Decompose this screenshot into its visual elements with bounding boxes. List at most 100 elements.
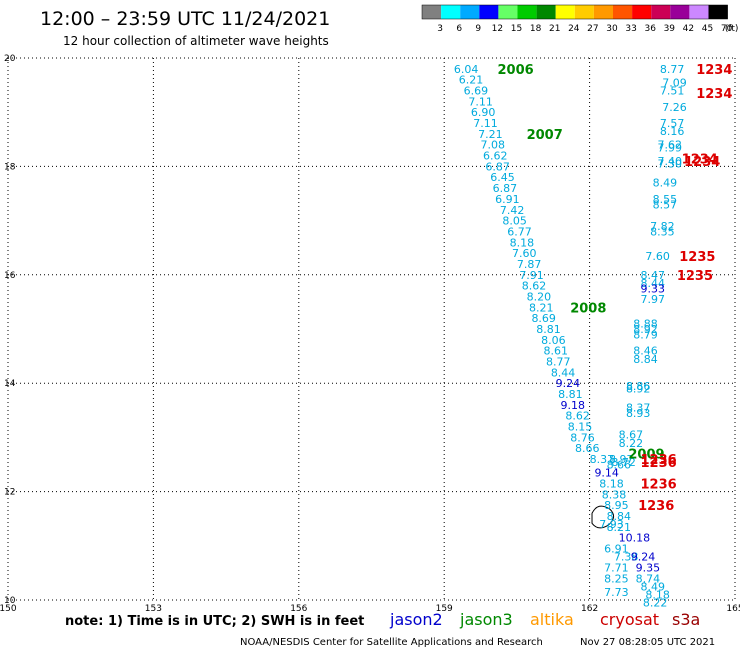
data-point: 8.44	[640, 277, 665, 290]
pass-label: 1234	[684, 155, 720, 170]
data-point: 8.66	[575, 442, 600, 455]
y-tick-label: 12	[4, 488, 15, 498]
colorbar-label: 3	[437, 24, 443, 34]
data-point: 8.69	[531, 312, 556, 325]
data-point: 8.15	[568, 421, 593, 434]
chart-title: 12:00 – 23:59 UTC 11/24/2021	[40, 8, 330, 30]
y-tick-label: 14	[4, 379, 16, 389]
data-point: 8.25	[604, 572, 629, 585]
data-point: 8.44	[551, 366, 576, 379]
colorbar-label: 18	[530, 24, 542, 34]
data-point: 6.21	[459, 74, 484, 87]
y-tick-label: 16	[4, 271, 16, 281]
colorbar-label: 42	[683, 24, 694, 34]
data-point: 8.37	[626, 402, 651, 415]
pass-label: 1236	[638, 499, 674, 514]
data-point: 8.84	[607, 510, 632, 523]
data-point: 8.21	[529, 301, 554, 314]
colorbar-swatch	[441, 5, 461, 19]
pass-label: 1235	[677, 269, 713, 284]
data-point: 7.42	[500, 204, 524, 217]
colorbar-label: 30	[606, 24, 618, 34]
data-point: 9.14	[594, 467, 619, 480]
data-point: 8.88	[633, 318, 658, 331]
data-point: 8.81	[536, 323, 561, 336]
colorbar-unit: (ft)	[725, 24, 739, 34]
colorbar-label: 39	[664, 24, 676, 34]
data-point: 6.69	[464, 85, 489, 98]
data-point: 8.62	[565, 410, 590, 423]
pass-label: 1234	[682, 152, 718, 167]
data-point: 8.22	[619, 437, 644, 450]
data-point: 8.35	[650, 225, 675, 238]
colorbar-label: 12	[492, 24, 503, 34]
colorbar-label: 9	[475, 24, 481, 34]
data-point: 7.87	[517, 258, 542, 271]
colorbar-label: 70	[721, 24, 733, 34]
legend-entry-jason2: jason2	[389, 610, 443, 629]
data-point: 9.33	[640, 282, 665, 295]
colorbar-swatch	[651, 5, 671, 19]
colorbar-swatch	[422, 5, 442, 19]
colorbar-legend: 3 6 9 12 15 18 21 24 27 30 33 36 39 42 45 70(ft)	[421, 4, 739, 34]
colorbar-label: 6	[456, 24, 462, 34]
data-point: 9.24	[556, 377, 581, 390]
colorbar-label: 33	[625, 24, 636, 34]
data-point: 8.81	[558, 388, 583, 401]
colorbar-swatch	[670, 5, 690, 19]
data-point: 8.97	[609, 453, 634, 466]
data-point: 8.55	[653, 193, 678, 206]
x-tick-label: 156	[290, 604, 307, 614]
data-point: 8.49	[640, 580, 665, 593]
data-point: 8.21	[607, 521, 632, 534]
pass-label: 2007	[527, 128, 563, 143]
colorbar-swatch	[479, 5, 499, 19]
data-point: 6.87	[493, 182, 517, 195]
legend-entry-s3a: s3a	[672, 610, 700, 629]
y-tick-label: 10	[4, 596, 16, 606]
data-point: 8.47	[640, 269, 665, 282]
colorbar-label: 24	[568, 24, 580, 34]
pass-label: 1236	[640, 477, 676, 492]
pass-label: 1236	[640, 453, 676, 468]
data-point: 7.97	[640, 293, 665, 306]
colorbar-label: 45	[702, 24, 713, 34]
data-point: 6.77	[507, 225, 532, 238]
data-point: 6.45	[490, 171, 515, 184]
pass-label: 1236	[640, 456, 676, 471]
data-point: 7.40	[657, 155, 682, 168]
data-point: 7.60	[512, 247, 537, 260]
data-point: 7.57	[660, 117, 685, 130]
data-point: 7.09	[662, 76, 687, 89]
data-point: 8.93	[626, 407, 651, 420]
legend-entry-cryosat: cryosat	[600, 610, 659, 629]
data-point: 6.87	[485, 160, 510, 173]
data-point: 6.04	[454, 63, 479, 76]
data-point: 6.90	[471, 106, 496, 119]
data-point: 6.62	[483, 150, 508, 163]
colorbar-swatch	[632, 5, 652, 19]
pass-label: 2008	[570, 301, 606, 316]
colorbar-swatch	[613, 5, 633, 19]
data-point: 7.91	[519, 269, 544, 282]
data-point: 8.62	[522, 280, 547, 293]
data-point: 8.46	[633, 345, 658, 358]
data-point: 7.93	[599, 518, 624, 531]
data-point: 7.38	[614, 551, 639, 564]
data-point: 6.91	[604, 543, 629, 556]
footer-timestamp: Nov 27 08:28:05 UTC 2021	[580, 637, 715, 648]
data-point: 7.11	[468, 95, 493, 108]
data-point: 8.72	[611, 456, 636, 469]
pass-label: 1235	[679, 250, 715, 265]
footer-credit: NOAA/NESDIS Center for Satellite Applica…	[240, 637, 543, 648]
colorbar-swatch	[555, 5, 575, 19]
data-point: 8.79	[633, 328, 658, 341]
data-point: 7.30	[657, 158, 682, 171]
pass-label: 2006	[498, 63, 534, 78]
data-point: 7.60	[645, 250, 670, 263]
colorbar-swatch	[498, 5, 518, 19]
data-point: 8.92	[633, 323, 658, 336]
data-point: 8.20	[527, 290, 552, 303]
chart-subtitle: 12 hour collection of altimeter wave hei…	[63, 34, 329, 48]
